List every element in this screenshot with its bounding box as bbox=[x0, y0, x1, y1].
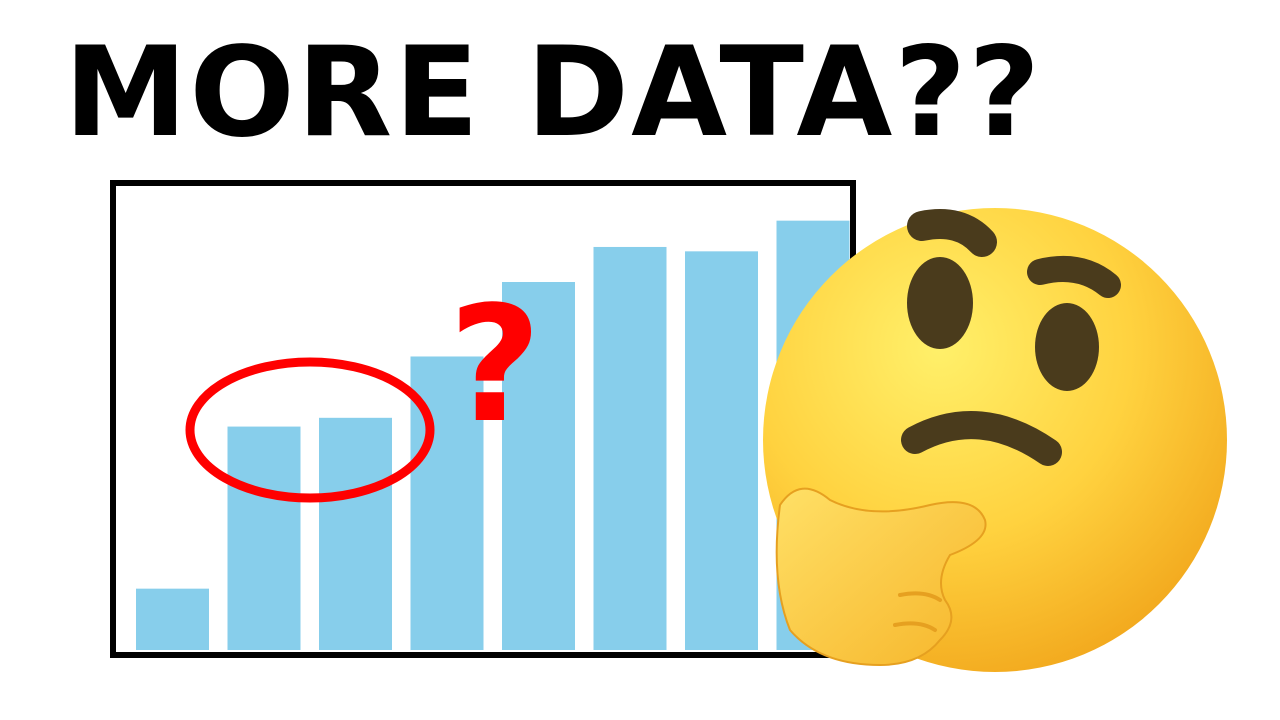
question-mark: ? bbox=[449, 271, 542, 458]
highlight-circle bbox=[185, 357, 435, 503]
bar-1 bbox=[136, 588, 209, 650]
bar-5 bbox=[502, 282, 575, 650]
bar-7 bbox=[685, 251, 758, 651]
bar-2 bbox=[227, 426, 301, 650]
bar-3 bbox=[319, 417, 392, 650]
thinking-face-icon bbox=[763, 208, 1227, 672]
headline: MORE DATA?? bbox=[64, 21, 1043, 165]
bar-6 bbox=[593, 246, 667, 650]
